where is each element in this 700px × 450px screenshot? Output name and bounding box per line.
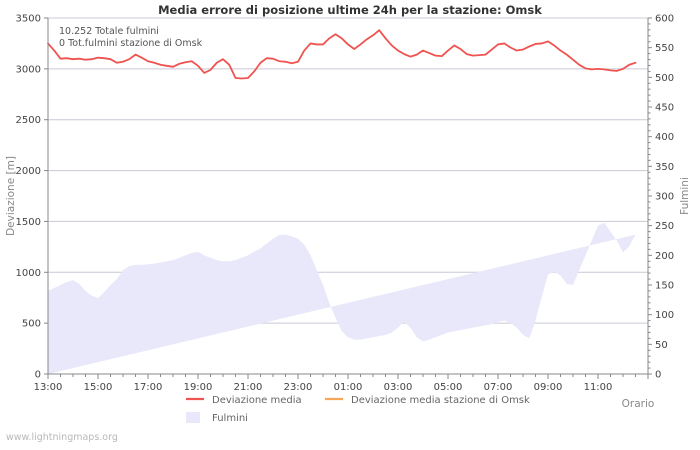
tick-label-x: 09:00 <box>534 382 563 393</box>
tick-label-y-left: 3000 <box>16 64 41 75</box>
tick-label-y-left: 500 <box>22 319 41 330</box>
tick-label-y-right: 600 <box>655 14 674 25</box>
x-axis-title: Orario <box>622 398 655 410</box>
chart-title: Media errore di posizione ultime 24h per… <box>158 3 542 17</box>
tick-label-x: 23:00 <box>284 382 313 393</box>
tick-label-y-left: 0 <box>35 370 41 381</box>
tick-label-y-right: 400 <box>655 132 674 143</box>
legend-label: Fulmini <box>212 413 248 424</box>
tick-label-x: 21:00 <box>234 382 263 393</box>
tick-label-y-right: 200 <box>655 251 674 262</box>
tick-label-x: 01:00 <box>334 382 363 393</box>
tick-label-x: 11:00 <box>584 382 613 393</box>
tick-label-y-left: 3500 <box>16 14 41 25</box>
tick-label-x: 03:00 <box>384 382 413 393</box>
tick-label-y-right: 350 <box>655 162 674 173</box>
y2-axis-title: Fulmini <box>679 177 691 215</box>
tick-label-y-left: 1500 <box>16 217 41 228</box>
tick-label-y-left: 1000 <box>16 268 41 279</box>
tick-label-y-right: 250 <box>655 221 674 232</box>
y-axis-title: Deviazione [m] <box>5 156 17 236</box>
tick-label-y-right: 50 <box>655 340 668 351</box>
tick-label-x: 17:00 <box>134 382 163 393</box>
legend-swatch-fulmini <box>186 412 200 423</box>
tick-label-x: 15:00 <box>84 382 113 393</box>
tick-label-y-left: 2000 <box>16 166 41 177</box>
tick-label-x: 07:00 <box>484 382 513 393</box>
tick-label-x: 13:00 <box>34 382 63 393</box>
tick-label-y-left: 2500 <box>16 115 41 126</box>
tick-label-y-right: 500 <box>655 73 674 84</box>
area-fulmini <box>48 222 636 374</box>
tick-label-y-right: 0 <box>655 370 661 381</box>
tick-label-x: 05:00 <box>434 382 463 393</box>
tick-label-y-right: 450 <box>655 103 674 114</box>
legend-label: Deviazione media stazione di Omsk <box>351 395 530 406</box>
line-deviazione-media <box>47 29 637 80</box>
legend-label: Deviazione media <box>212 395 302 406</box>
tick-label-y-right: 100 <box>655 310 674 321</box>
tick-label-y-right: 150 <box>655 281 674 292</box>
annotation-text: 10.252 Totale fulmini <box>59 26 159 37</box>
tick-label-y-right: 550 <box>655 43 674 54</box>
annotation-text: 0 Tot.fulmini stazione di Omsk <box>59 38 203 49</box>
tick-label-y-right: 300 <box>655 192 674 203</box>
tick-label-x: 19:00 <box>184 382 213 393</box>
